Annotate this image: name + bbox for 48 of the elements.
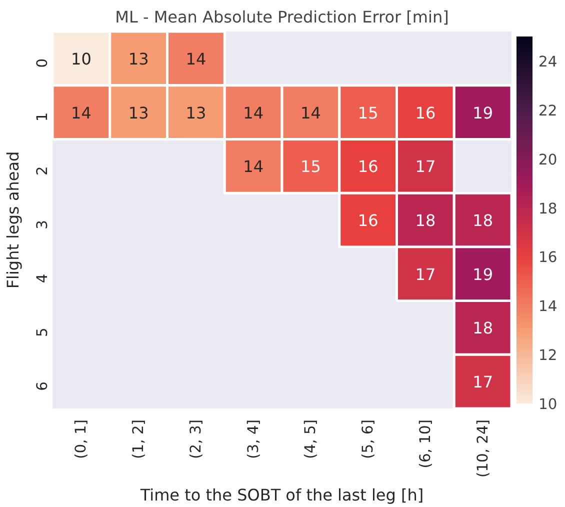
chart-title: ML - Mean Absolute Prediction Error [min] bbox=[115, 8, 449, 26]
color-bar-label: 12 bbox=[538, 347, 558, 364]
data-label: 19 bbox=[472, 103, 493, 122]
color-bar-label: 16 bbox=[538, 249, 558, 266]
data-label: 16 bbox=[358, 211, 378, 230]
x-tick-label: (3, 4] bbox=[244, 419, 262, 459]
y-tick-label: 6 bbox=[34, 382, 51, 391]
data-label: 14 bbox=[71, 103, 92, 122]
y-axis-title: Flight legs ahead bbox=[4, 151, 22, 289]
x-tick-label: (2, 3] bbox=[187, 419, 204, 459]
x-tick-label: (0, 1] bbox=[72, 419, 90, 459]
y-tick-label: 0 bbox=[34, 58, 51, 68]
y-tick-label: 1 bbox=[34, 112, 51, 122]
color-bar-label: 10 bbox=[538, 396, 558, 413]
data-label: 17 bbox=[415, 157, 436, 176]
color-bar-label: 22 bbox=[538, 102, 558, 120]
data-label: 14 bbox=[243, 157, 264, 176]
x-axis-title: Time to the SOBT of the last leg [h] bbox=[139, 486, 424, 505]
y-tick-label: 4 bbox=[34, 274, 51, 284]
data-label: 14 bbox=[243, 103, 264, 122]
color-bar-label: 18 bbox=[538, 200, 558, 218]
x-tick-label: (10, 24] bbox=[474, 419, 492, 478]
data-label: 17 bbox=[472, 372, 493, 392]
x-tick-label: (6, 10] bbox=[416, 419, 434, 468]
data-label: 14 bbox=[300, 103, 321, 122]
data-label: 17 bbox=[415, 264, 436, 284]
data-label: 14 bbox=[186, 49, 206, 68]
data-label: 15 bbox=[300, 157, 321, 176]
data-label: 10 bbox=[71, 49, 92, 68]
data-label: 16 bbox=[358, 157, 378, 176]
data-label: 13 bbox=[186, 103, 206, 122]
color-bar-label: 24 bbox=[538, 53, 558, 70]
data-label: 13 bbox=[128, 103, 149, 122]
data-label: 18 bbox=[415, 211, 436, 230]
y-tick-label: 2 bbox=[34, 166, 51, 176]
color-bar-label: 20 bbox=[538, 151, 558, 168]
data-label: 18 bbox=[472, 211, 493, 230]
data-label: 18 bbox=[472, 318, 493, 338]
y-tick-label: 5 bbox=[34, 328, 51, 338]
x-tick-label: (5, 6] bbox=[360, 419, 377, 459]
data-label: 15 bbox=[358, 103, 378, 122]
data-label: 16 bbox=[415, 103, 436, 122]
x-tick-label: (1, 2] bbox=[130, 419, 148, 459]
x-tick-label: (4, 5] bbox=[302, 419, 320, 459]
data-label: 13 bbox=[128, 49, 149, 68]
y-tick-label: 3 bbox=[34, 220, 51, 230]
data-label: 19 bbox=[472, 264, 493, 284]
color-bar-label: 14 bbox=[538, 298, 558, 316]
